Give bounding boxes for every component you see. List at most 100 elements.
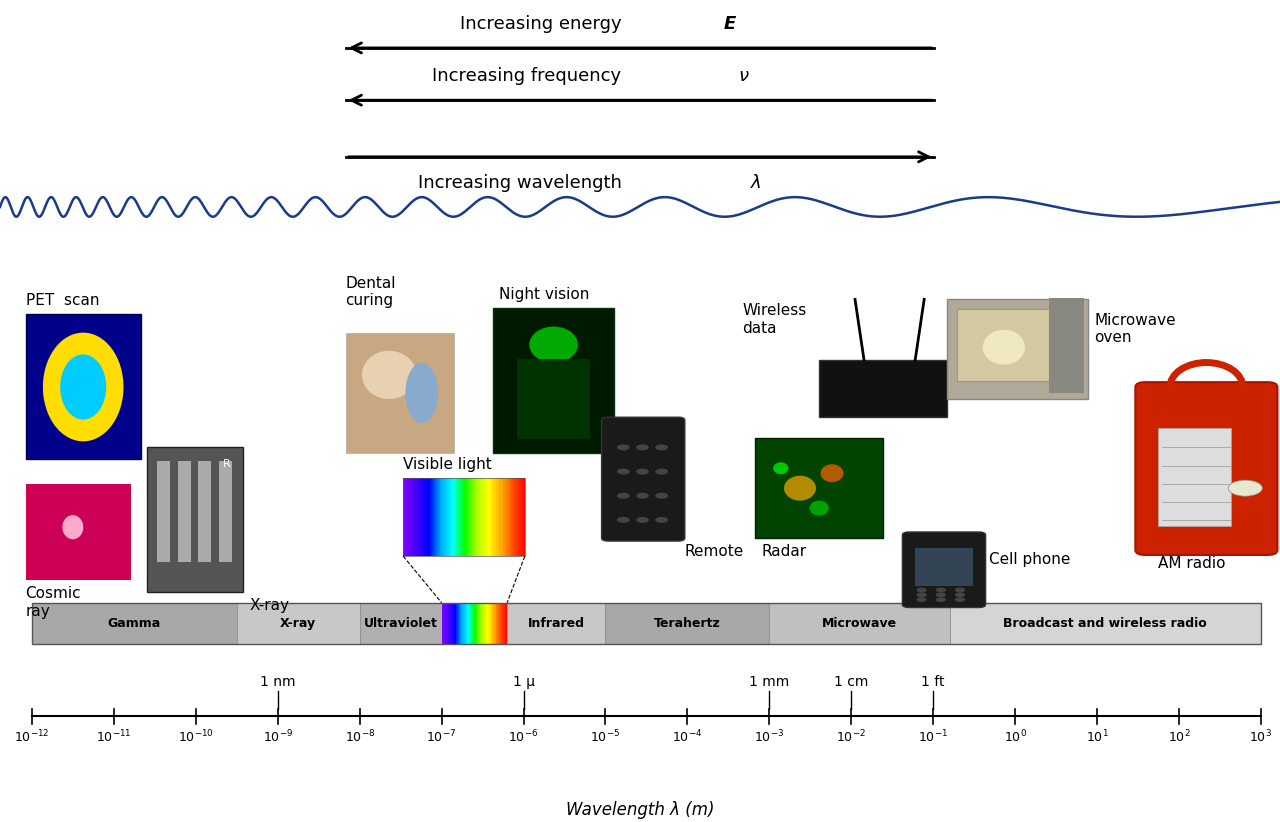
Bar — [403, 478, 525, 556]
Text: Wireless
data: Wireless data — [742, 303, 806, 335]
Ellipse shape — [42, 333, 124, 441]
Bar — [219, 460, 232, 562]
Circle shape — [936, 588, 946, 593]
Ellipse shape — [63, 515, 83, 539]
Bar — [456, 478, 458, 556]
Text: 10$^{-2}$: 10$^{-2}$ — [836, 728, 867, 745]
Ellipse shape — [362, 351, 416, 399]
Text: Broadcast and wireless radio: Broadcast and wireless radio — [1004, 616, 1207, 630]
Circle shape — [955, 598, 965, 602]
Bar — [430, 478, 431, 556]
Text: ν: ν — [739, 67, 749, 85]
Text: 10$^{-1}$: 10$^{-1}$ — [918, 728, 948, 745]
Text: 1 ft: 1 ft — [922, 675, 945, 689]
Bar — [431, 478, 434, 556]
Bar — [198, 460, 211, 562]
Text: 10$^{1}$: 10$^{1}$ — [1085, 728, 1108, 745]
Text: 10$^{0}$: 10$^{0}$ — [1004, 728, 1027, 745]
Bar — [504, 478, 507, 556]
Bar — [411, 478, 413, 556]
Bar — [486, 478, 489, 556]
Ellipse shape — [773, 462, 788, 474]
Ellipse shape — [783, 476, 817, 501]
Bar — [410, 478, 411, 556]
FancyBboxPatch shape — [902, 532, 986, 607]
FancyBboxPatch shape — [602, 418, 685, 541]
Circle shape — [936, 598, 946, 602]
Text: 1 μ: 1 μ — [512, 675, 535, 689]
Bar — [497, 478, 498, 556]
Circle shape — [1229, 480, 1262, 496]
Text: R: R — [223, 459, 230, 469]
Text: Cosmic
ray: Cosmic ray — [26, 586, 81, 619]
Text: 10$^{-12}$: 10$^{-12}$ — [14, 728, 50, 745]
Bar — [769, 603, 950, 644]
Text: 10$^{2}$: 10$^{2}$ — [1167, 728, 1190, 745]
Text: PET  scan: PET scan — [26, 293, 99, 308]
Bar — [517, 478, 518, 556]
Bar — [454, 478, 456, 556]
Bar — [425, 478, 428, 556]
Bar — [417, 478, 420, 556]
Bar — [407, 478, 410, 556]
Bar — [157, 460, 170, 562]
Text: Ultraviolet: Ultraviolet — [364, 616, 438, 630]
Text: 10$^{-5}$: 10$^{-5}$ — [590, 728, 621, 745]
Circle shape — [655, 469, 668, 474]
Text: Gamma: Gamma — [108, 616, 161, 630]
Circle shape — [617, 517, 630, 523]
Bar — [421, 478, 424, 556]
Bar — [32, 603, 237, 644]
Bar — [449, 478, 452, 556]
Text: Visible light: Visible light — [403, 456, 492, 472]
Bar — [442, 478, 444, 556]
Ellipse shape — [530, 326, 579, 363]
Text: Radar: Radar — [762, 544, 806, 559]
Circle shape — [617, 469, 630, 474]
Bar — [434, 478, 435, 556]
Text: 1 mm: 1 mm — [749, 675, 790, 689]
Bar — [915, 548, 973, 586]
Bar — [460, 478, 462, 556]
Bar — [493, 478, 494, 556]
Circle shape — [936, 593, 946, 598]
Bar — [950, 603, 1261, 644]
Bar — [452, 478, 454, 556]
Text: 10$^{-8}$: 10$^{-8}$ — [344, 728, 375, 745]
Bar — [498, 478, 500, 556]
Bar — [503, 478, 504, 556]
Bar — [508, 478, 511, 556]
Bar — [444, 478, 445, 556]
Ellipse shape — [983, 330, 1025, 365]
Bar — [458, 478, 460, 556]
Text: 10$^{-10}$: 10$^{-10}$ — [178, 728, 214, 745]
Bar — [947, 299, 1088, 399]
Circle shape — [617, 492, 630, 499]
Circle shape — [636, 517, 649, 523]
Bar — [493, 308, 614, 454]
Bar — [415, 478, 417, 556]
Bar — [462, 478, 465, 556]
Text: 1 cm: 1 cm — [835, 675, 868, 689]
Bar — [490, 478, 493, 556]
Bar — [479, 478, 480, 556]
Text: 10$^{3}$: 10$^{3}$ — [1249, 728, 1272, 745]
Bar — [428, 478, 430, 556]
Bar — [819, 360, 947, 418]
Bar — [476, 478, 479, 556]
Circle shape — [655, 517, 668, 523]
Bar — [438, 478, 440, 556]
Bar — [507, 603, 605, 644]
Text: 10$^{-6}$: 10$^{-6}$ — [508, 728, 539, 745]
Bar — [360, 603, 442, 644]
Ellipse shape — [406, 363, 438, 423]
Circle shape — [636, 445, 649, 450]
Bar — [494, 478, 497, 556]
Text: Cell phone: Cell phone — [989, 552, 1071, 567]
Bar — [403, 478, 406, 556]
Text: 10$^{-3}$: 10$^{-3}$ — [754, 728, 785, 745]
Bar — [178, 460, 191, 562]
Text: Increasing wavelength: Increasing wavelength — [417, 174, 627, 192]
Bar — [521, 478, 522, 556]
Bar — [1048, 298, 1084, 393]
